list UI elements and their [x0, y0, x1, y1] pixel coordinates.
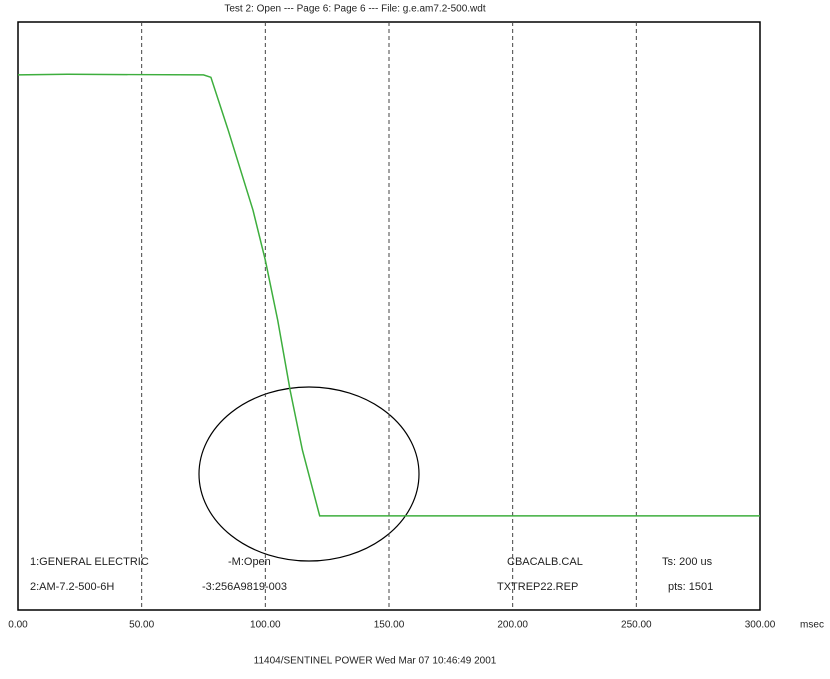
annotation: -3:256A9819-003: [202, 581, 287, 593]
x-tick-label: 300.00: [745, 620, 776, 631]
annotation: 1:GENERAL ELECTRIC: [30, 556, 149, 568]
annotation: CBACALB.CAL: [507, 556, 583, 568]
x-tick-label: 200.00: [497, 620, 528, 631]
x-tick-label: 100.00: [250, 620, 281, 631]
x-unit: msec: [800, 620, 824, 631]
annotation: 2:AM-7.2-500-6H: [30, 581, 114, 593]
x-tick-label: 150.00: [374, 620, 405, 631]
highlight-ellipse: [198, 386, 420, 562]
chart-title: Test 2: Open --- Page 6: Page 6 --- File…: [224, 4, 485, 15]
x-tick-label: 250.00: [621, 620, 652, 631]
annotation: -M:Open: [228, 556, 271, 568]
x-tick-label: 0.00: [8, 620, 28, 631]
annotation: pts: 1501: [668, 581, 713, 593]
x-tick-label: 50.00: [129, 620, 154, 631]
annotation: Ts: 200 us: [662, 556, 713, 568]
footer: 11404/SENTINEL POWER Wed Mar 07 10:46:49…: [254, 656, 497, 667]
annotation: TXTREP22.REP: [497, 581, 578, 593]
series-line: [17, 73, 760, 517]
